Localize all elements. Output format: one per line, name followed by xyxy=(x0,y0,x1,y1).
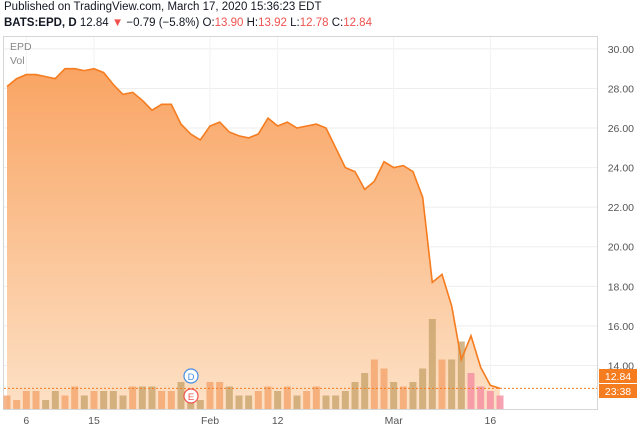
y-tick-label: 22.00 xyxy=(608,202,634,214)
volume-bar xyxy=(245,395,253,409)
volume-bar xyxy=(61,395,69,409)
x-tick-label: Mar xyxy=(385,415,404,427)
price-badge-text: 12.84 xyxy=(605,371,631,383)
volume-bar xyxy=(196,400,204,409)
volume-bar xyxy=(254,391,262,409)
volume-bar xyxy=(341,391,349,409)
x-tick-label: 12 xyxy=(272,415,284,427)
volume-bar xyxy=(22,391,30,409)
volume-bar xyxy=(119,395,127,409)
price-change: −0.79 (−5.8%) xyxy=(126,17,200,29)
volume-bar xyxy=(419,368,427,409)
x-tick-label: 15 xyxy=(88,415,100,427)
volume-bar xyxy=(225,386,233,409)
volume-bar xyxy=(42,400,50,409)
volume-bar xyxy=(3,395,11,409)
high-value: 13.92 xyxy=(258,17,287,29)
volume-bar xyxy=(486,391,494,409)
price-area xyxy=(7,68,500,409)
y-tick-label: 20.00 xyxy=(608,242,634,254)
volume-bar xyxy=(351,382,359,409)
x-tick-label: 6 xyxy=(23,415,29,427)
down-arrow-icon: ▼ xyxy=(111,17,124,29)
volume-bar xyxy=(274,391,282,409)
volume-bar xyxy=(457,341,465,409)
volume-bar xyxy=(109,391,117,409)
countdown-badge-text: 23:38 xyxy=(605,386,631,398)
dividend-marker-label: D xyxy=(188,372,195,383)
volume-bar xyxy=(216,382,224,409)
volume-bar xyxy=(148,386,156,409)
volume-bar xyxy=(177,382,185,409)
y-tick-label: 24.00 xyxy=(608,163,634,175)
volume-bar xyxy=(496,395,504,409)
volume-bar xyxy=(322,395,330,409)
volume-bar xyxy=(409,382,417,409)
last-price: 12.84 xyxy=(79,17,109,29)
volume-bar xyxy=(467,373,475,409)
high-label: H: xyxy=(246,17,259,29)
y-tick-label: 16.00 xyxy=(608,321,634,333)
volume-bar xyxy=(100,391,108,409)
earnings-marker[interactable]: E xyxy=(183,388,199,404)
volume-bar xyxy=(206,382,214,409)
x-tick-label: Feb xyxy=(201,415,219,427)
volume-bar xyxy=(235,395,243,409)
volume-bar xyxy=(428,319,436,409)
y-tick-label: 28.00 xyxy=(608,83,634,95)
low-value: 12.78 xyxy=(299,17,329,29)
earnings-marker-label: E xyxy=(188,392,194,403)
y-tick-label: 18.00 xyxy=(608,281,634,293)
published-caption: Published on TradingView.com, March 17, … xyxy=(4,1,322,13)
volume-bar xyxy=(13,400,21,409)
ohlc-header: BATS:EPD, D 12.84 ▼ −0.79 (−5.8%) O:13.9… xyxy=(4,17,372,29)
volume-bar xyxy=(51,391,59,409)
open-value: 13.90 xyxy=(214,17,244,29)
countdown-badge: 23:38 xyxy=(599,384,637,398)
volume-bar xyxy=(399,386,407,409)
volume-bar xyxy=(264,386,272,409)
legend-symbol[interactable]: EPD xyxy=(10,41,32,53)
volume-bar xyxy=(90,391,98,409)
volume-bar xyxy=(390,382,398,409)
volume-bar xyxy=(438,359,446,409)
volume-bar xyxy=(312,386,320,409)
y-tick-label: 30.00 xyxy=(608,44,634,56)
symbol-label[interactable]: BATS:EPD, D xyxy=(4,17,77,29)
volume-bar xyxy=(293,395,301,409)
volume-bar xyxy=(448,359,456,409)
chart-frame[interactable] xyxy=(3,36,598,410)
volume-bar xyxy=(32,391,40,409)
price-badge: 12.84 xyxy=(599,369,637,383)
volume-bar xyxy=(158,391,166,409)
volume-bar xyxy=(361,373,369,409)
low-label: L: xyxy=(290,17,300,29)
open-label: O: xyxy=(202,17,215,29)
close-value: 12.84 xyxy=(343,17,372,29)
legend-volume[interactable]: Vol xyxy=(10,55,25,67)
volume-bar xyxy=(80,395,88,409)
volume-bar xyxy=(332,395,340,409)
volume-bar xyxy=(370,359,378,409)
volume-bar xyxy=(129,386,137,409)
volume-bar xyxy=(283,386,291,409)
volume-bar xyxy=(138,386,146,409)
dividend-marker[interactable]: D xyxy=(183,368,199,384)
x-tick-label: 16 xyxy=(484,415,496,427)
volume-bar xyxy=(71,386,79,409)
y-tick-label: 26.00 xyxy=(608,123,634,135)
volume-bar xyxy=(303,391,311,409)
price-line xyxy=(6,67,501,390)
volume-bar xyxy=(477,386,485,409)
close-label: C: xyxy=(331,17,344,29)
volume-bar xyxy=(167,391,175,409)
